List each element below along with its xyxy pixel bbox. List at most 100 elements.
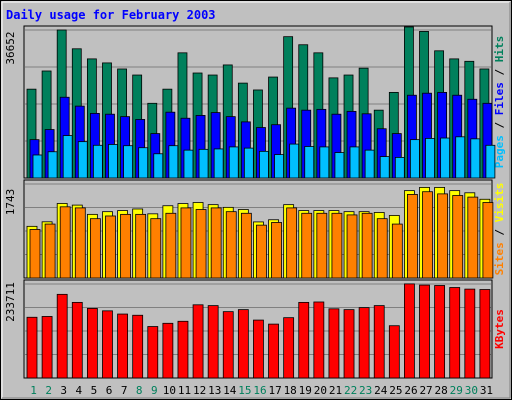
panel-bottom-legend: KBytes [493, 309, 506, 349]
x-tick-label-day-23: 23 [359, 384, 372, 397]
bar-kbytes-day-12 [192, 304, 204, 379]
bar-pages-day-14 [228, 146, 239, 179]
bar-sites-day-21 [331, 212, 343, 279]
bar-sites-day-29 [452, 195, 464, 279]
bar-kbytes-day-26 [404, 283, 415, 379]
x-tick-label-day-18: 18 [284, 384, 297, 397]
panel-middle-legend: Sites / Visits [493, 183, 506, 276]
x-tick-label-day-9: 9 [151, 384, 158, 397]
series-pages [32, 135, 496, 179]
bar-sites-day-13 [210, 207, 222, 279]
bar-sites-day-31 [482, 202, 494, 279]
bar-kbytes-day-23 [358, 307, 370, 379]
bar-kbytes-day-19 [298, 301, 310, 379]
bar-kbytes-day-9 [147, 326, 159, 379]
bar-pages-day-22 [349, 146, 360, 179]
x-tick-label-day-31: 31 [480, 384, 493, 397]
bar-pages-day-31 [485, 144, 496, 179]
legend-separator: / [493, 222, 506, 242]
bar-kbytes-day-10 [162, 322, 174, 379]
bar-kbytes-day-20 [313, 301, 325, 379]
bar-pages-day-6 [108, 144, 118, 179]
x-tick-label-day-27: 27 [419, 384, 432, 397]
panel-top-max-label: 36652 [4, 31, 17, 64]
bar-kbytes-day-25 [388, 325, 400, 379]
legend-sites: Sites [493, 242, 506, 275]
bar-kbytes-day-4 [71, 301, 83, 379]
legend-separator: / [493, 115, 506, 135]
bar-sites-day-30 [467, 196, 479, 279]
bar-pages-day-13 [213, 148, 224, 179]
bar-kbytes-day-7 [117, 313, 128, 379]
bar-kbytes-day-3 [56, 293, 68, 379]
bar-kbytes-day-1 [26, 316, 38, 379]
bar-sites-day-5 [89, 218, 101, 279]
bar-kbytes-day-18 [283, 317, 295, 379]
bar-kbytes-day-24 [373, 305, 385, 379]
bar-sites-day-12 [195, 209, 207, 279]
x-tick-label-day-16: 16 [253, 384, 266, 397]
bar-pages-day-20 [319, 146, 330, 179]
bar-kbytes-day-15 [237, 309, 249, 379]
bar-sites-day-17 [271, 222, 282, 279]
x-tick-label-day-7: 7 [121, 384, 128, 397]
bar-kbytes-day-21 [328, 308, 340, 379]
x-tick-label-day-22: 22 [344, 384, 357, 397]
x-tick-label-day-14: 14 [223, 384, 237, 397]
bar-kbytes-day-22 [343, 309, 355, 379]
x-tick-label-day-3: 3 [60, 384, 67, 397]
legend-kbytes: KBytes [493, 309, 506, 349]
bar-kbytes-day-17 [268, 323, 279, 379]
bar-sites-day-10 [165, 212, 177, 279]
bar-pages-day-5 [92, 144, 103, 179]
bar-pages-day-27 [425, 138, 435, 179]
bar-pages-day-17 [274, 154, 284, 179]
panel-middle-max-label: 1743 [4, 189, 17, 216]
x-tick-label-day-19: 19 [299, 384, 312, 397]
bar-sites-day-14 [225, 211, 237, 279]
x-tick-label-day-15: 15 [238, 384, 251, 397]
x-tick-label-day-10: 10 [163, 384, 176, 397]
bar-kbytes-day-5 [86, 308, 98, 379]
bar-sites-day-11 [180, 207, 192, 279]
x-tick-label-day-12: 12 [193, 384, 206, 397]
bar-pages-day-10 [168, 145, 179, 179]
bar-kbytes-day-11 [177, 320, 189, 379]
legend-separator: / [493, 62, 506, 82]
bar-sites-day-7 [120, 213, 131, 279]
bar-sites-day-19 [301, 212, 313, 279]
bar-kbytes-day-13 [207, 305, 219, 379]
bar-pages-day-7 [123, 145, 133, 179]
bar-sites-day-4 [74, 207, 86, 279]
panel-top-bars [26, 26, 496, 179]
chart-panels: 36652 Pages / Files / Hits 1743 Sites / Vis… [4, 25, 506, 379]
x-tick-label-day-1: 1 [30, 384, 37, 397]
bar-pages-day-19 [304, 146, 315, 179]
panel-bottom: 233711 KBytes [4, 279, 506, 379]
bar-sites-day-20 [316, 212, 328, 279]
bar-pages-day-30 [470, 138, 481, 179]
bar-pages-day-24 [379, 156, 390, 179]
series-kbytes [26, 283, 491, 379]
x-tick-label-day-29: 29 [450, 384, 463, 397]
legend-pages: Pages [493, 135, 506, 168]
bar-pages-day-1 [32, 154, 43, 179]
bar-pages-day-12 [198, 148, 209, 179]
bar-pages-day-28 [440, 137, 451, 179]
bar-pages-day-9 [153, 153, 164, 179]
x-tick-label-day-25: 25 [389, 384, 402, 397]
bar-kbytes-day-16 [253, 319, 264, 379]
bar-pages-day-2 [47, 151, 58, 179]
panel-top-legend: Pages / Files / Hits [493, 36, 506, 169]
legend-hits: Hits [493, 36, 506, 63]
bar-kbytes-day-8 [132, 314, 144, 379]
bar-pages-day-26 [410, 139, 420, 179]
series-sites [29, 191, 494, 279]
x-tick-label-day-26: 26 [404, 384, 417, 397]
panel-bottom-bars [26, 283, 491, 379]
x-tick-label-day-6: 6 [106, 384, 113, 397]
x-tick-label-day-28: 28 [435, 384, 448, 397]
panel-middle: 1743 Sites / Visits [4, 179, 506, 279]
x-tick-label-day-17: 17 [268, 384, 281, 397]
bar-pages-day-11 [183, 149, 194, 179]
